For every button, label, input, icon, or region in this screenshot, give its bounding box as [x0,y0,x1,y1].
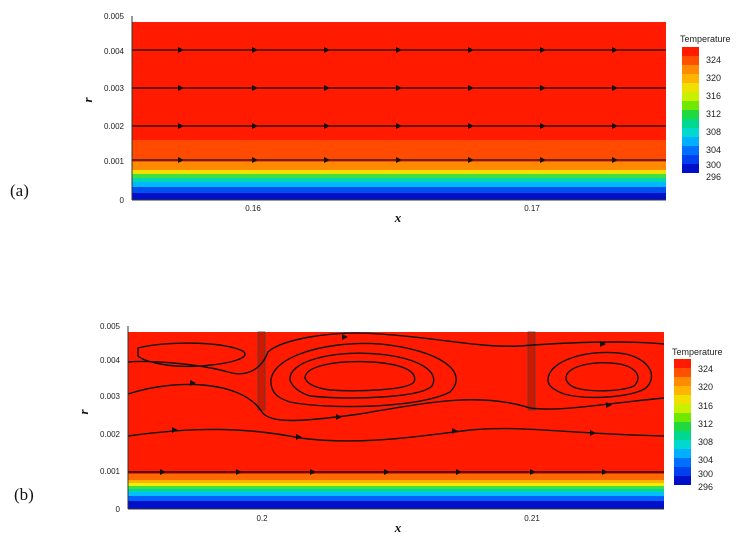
panel-b-streamline [270,342,457,408]
panel-a-band-navy [132,193,666,200]
legend-level-label: 316 [706,91,721,101]
panel-a-band-cyan [132,182,666,187]
panel-b-band-cyan [128,492,664,496]
legend-level-label: 300 [706,160,721,170]
panel-b-band-orange [128,474,664,480]
legend-level-label: 308 [706,127,721,137]
panel-b-band-green [128,486,664,489]
legend-level-label: 312 [698,419,713,429]
legend-level-label: 320 [706,73,721,83]
panel-b-y-tick: 0.001 [100,467,121,476]
panel-b-streamline [565,362,639,392]
panel-b-fin [257,331,266,411]
panel-a-hot-region [132,22,666,140]
panel-a-band-blue [132,187,666,193]
legend-level-label: 324 [706,55,721,65]
panel-a-x-tick: 0.17 [524,204,540,213]
panel-a-legend: Temperature 324 320 316 312 308 304 300 … [680,34,731,182]
panel-b-label: (b) [14,485,34,504]
panel-b-band-navy [128,501,664,509]
panel-a-flow-arrows [178,47,618,163]
panel-b-streamline [547,351,653,399]
panel-a-y-label: r [80,97,95,103]
panel-b-streamline [127,427,665,442]
legend-level-label: 304 [706,145,721,155]
panel-b-streamline [127,332,665,375]
panel-b-band-yellow [128,483,664,486]
legend-title: Temperature [680,34,731,44]
panel-b-x-tick: 0.21 [524,514,540,523]
panel-b-band-teal [128,489,664,492]
panel-a-band-orange [132,162,666,170]
panel-a-y-tick: 0.003 [104,84,125,93]
legend-level-label: 304 [698,455,713,465]
panel-a-band-yellow [132,170,666,174]
panel-b: 0.005 0.004 0.003 0.002 0.001 0 0.2 0.21… [14,322,723,535]
panel-b-band-amber [128,480,664,483]
panel-b-streamline [137,342,246,368]
panel-b-fin [527,331,536,411]
legend-level-label: 320 [698,382,713,392]
legend-level-label: 300 [698,469,713,479]
panel-b-y-tick: 0 [116,505,121,514]
legend-level-label: 324 [698,364,713,374]
legend-level-label: 308 [698,437,713,447]
panel-a-y-tick: 0.004 [104,47,125,56]
panel-b-streamline [304,360,416,392]
panel-b-streamlines [127,332,665,473]
panel-a-y-tick: 0 [120,196,125,205]
panel-a-y-tick: 0.005 [104,12,125,21]
panel-b-x-tick: 0.2 [256,514,268,523]
legend-level-label: 296 [706,172,721,182]
panel-b-y-tick: 0.004 [100,356,121,365]
legend-level-label: 312 [706,109,721,119]
panel-b-legend: Temperature 324 320 316 312 308 304 300 … [672,347,723,492]
panel-a: 0.005 0.004 0.003 0.002 0.001 0 0.16 0.1… [10,12,731,225]
panel-b-y-tick: 0.003 [100,392,121,401]
panel-b-streamline [127,383,665,422]
panel-a-y-tick: 0.001 [104,157,125,166]
panel-a-x-tick: 0.16 [245,204,261,213]
panel-b-y-tick: 0.005 [100,322,121,331]
panel-a-label: (a) [10,181,29,200]
panel-b-x-label: x [394,520,402,535]
panel-b-flow-arrows [160,334,612,475]
panel-b-y-label: r [76,409,91,415]
legend-level-label: 316 [698,401,713,411]
panel-a-y-tick: 0.002 [104,122,125,131]
panel-b-y-tick: 0.002 [100,430,121,439]
panel-b-band-blue [128,496,664,501]
panel-a-warm-band [132,140,666,162]
legend-level-label: 296 [698,482,713,492]
panel-a-band-teal [132,178,666,182]
panel-b-streamline [289,352,435,399]
panel-a-x-label: x [394,210,402,225]
panel-a-band-green [132,174,666,178]
legend-title: Temperature [672,347,723,357]
